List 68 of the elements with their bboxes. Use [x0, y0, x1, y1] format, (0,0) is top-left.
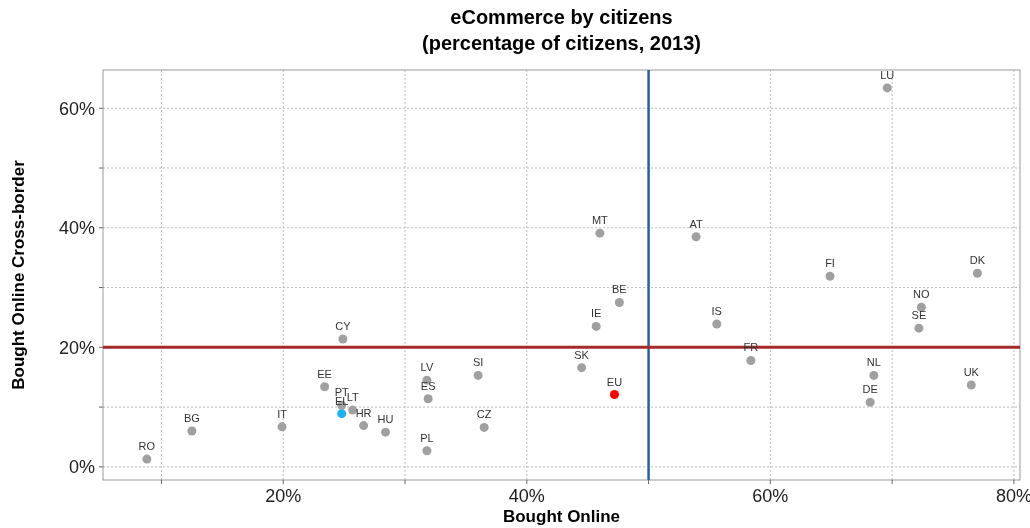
annotation: SE: [911, 309, 927, 322]
annotation: HR: [355, 406, 372, 419]
point: [359, 421, 369, 431]
point: [577, 363, 587, 373]
point: [473, 370, 483, 380]
point: [338, 334, 348, 344]
annotation: SK: [574, 348, 590, 361]
point: [869, 370, 879, 380]
annotation: BG: [183, 411, 200, 424]
point: [882, 83, 892, 93]
point: [746, 355, 756, 365]
point: [914, 323, 924, 333]
annotation: CZ: [476, 408, 492, 421]
annotation: EU: [606, 375, 623, 388]
point: [865, 397, 875, 407]
point: [337, 409, 347, 419]
y-tick-label: 20%: [58, 337, 95, 358]
annotation: IS: [711, 305, 722, 318]
annotation: DK: [969, 254, 986, 267]
annotation: MT: [591, 214, 609, 227]
annotation: CY: [335, 319, 352, 332]
y-tick-label: 40%: [58, 218, 95, 239]
point: [381, 427, 391, 437]
annotation: IT: [277, 407, 288, 420]
point: [595, 228, 605, 238]
x-tick-label: 20%: [265, 486, 302, 506]
point: [422, 446, 432, 456]
y-tick-label: 60%: [58, 98, 95, 119]
annotation: LT: [346, 391, 359, 404]
point: [320, 382, 330, 392]
x-tick-label: 40%: [508, 486, 545, 506]
point: [972, 268, 982, 278]
annotation: RO: [138, 440, 156, 453]
chart-title: eCommerce by citizens: [450, 6, 673, 28]
annotation: FI: [825, 257, 835, 270]
point: [712, 319, 722, 329]
annotation: SI: [472, 356, 484, 369]
annotation: UK: [963, 365, 980, 378]
annotation: BE: [612, 283, 627, 296]
annotation: NL: [866, 356, 881, 369]
point: [479, 422, 489, 432]
annotation: PL: [420, 431, 434, 444]
point: [142, 454, 152, 464]
annotation: DE: [862, 383, 878, 396]
x-axis-title: Bought Online: [502, 507, 621, 526]
chart-subtitle: (percentage of citizens, 2013): [422, 32, 701, 54]
annotation: FR: [743, 341, 759, 354]
y-axis-title: Bought Online Cross-border: [9, 159, 28, 390]
point: [691, 232, 701, 242]
annotation: AT: [689, 217, 703, 230]
point: [966, 380, 976, 390]
annotation: NO: [913, 288, 931, 301]
point: [277, 422, 287, 432]
annotation: LV: [420, 361, 434, 374]
annotation: HU: [377, 413, 394, 426]
point: [825, 271, 835, 281]
point: [591, 321, 601, 331]
point: [423, 394, 433, 404]
point: [187, 426, 197, 436]
point: [609, 390, 619, 400]
annotation: LU: [880, 68, 895, 81]
annotation: IE: [591, 307, 602, 320]
point: [916, 302, 926, 312]
annotation: EE: [317, 367, 332, 380]
x-tick-label: 60%: [752, 486, 789, 506]
annotation: ES: [420, 379, 436, 392]
y-tick-label: 0%: [68, 457, 95, 478]
point: [614, 297, 624, 307]
